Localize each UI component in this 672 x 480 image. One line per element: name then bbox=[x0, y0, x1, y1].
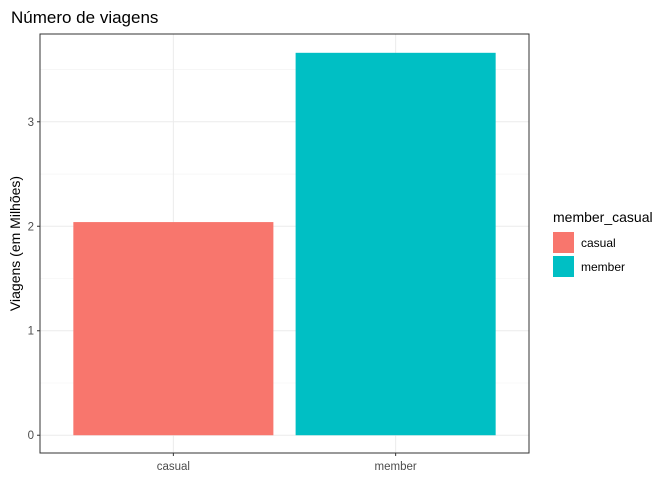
bar-casual bbox=[73, 222, 274, 436]
chart-title: Número de viagens bbox=[11, 8, 158, 27]
y-tick-label: 1 bbox=[28, 326, 34, 338]
x-tick-label: casual bbox=[157, 461, 190, 473]
plot-panel-border bbox=[39, 33, 530, 454]
legend: member_casual casual member bbox=[553, 209, 653, 277]
axis-ticks: 0 1 2 3 casual member bbox=[28, 117, 417, 473]
legend-key-member bbox=[553, 256, 574, 277]
bars bbox=[73, 52, 496, 436]
x-tick-label: member bbox=[375, 461, 417, 473]
legend-label-casual: casual bbox=[581, 236, 616, 250]
legend-key-casual bbox=[553, 232, 574, 253]
y-tick-label: 0 bbox=[28, 430, 34, 442]
y-tick-label: 3 bbox=[28, 117, 34, 129]
legend-title: member_casual bbox=[553, 209, 653, 225]
y-tick-label: 2 bbox=[28, 221, 34, 233]
bar-member bbox=[295, 52, 496, 436]
y-axis-label: Viagens (em Milhões) bbox=[7, 176, 23, 311]
legend-items: casual member bbox=[553, 232, 625, 277]
legend-label-member: member bbox=[581, 260, 625, 274]
